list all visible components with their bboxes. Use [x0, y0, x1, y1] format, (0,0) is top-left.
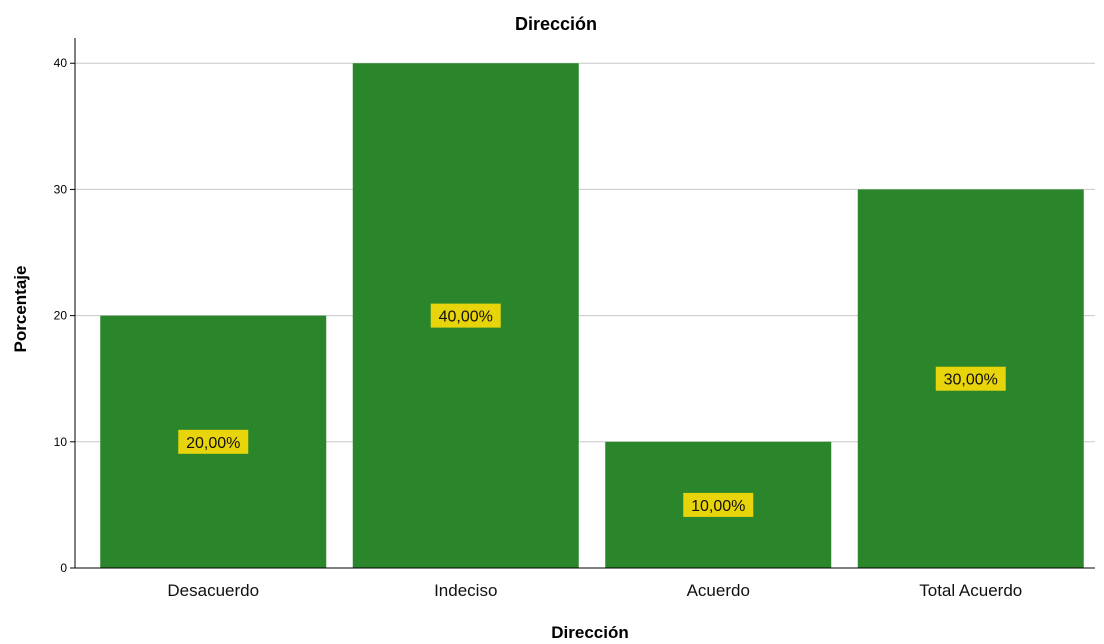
data-label-text: 30,00%: [944, 372, 998, 389]
y-tick-label: 20: [54, 309, 68, 323]
axes: [74, 38, 1095, 569]
data-label-text: 40,00%: [439, 309, 493, 326]
x-axis-title: Dirección: [551, 623, 628, 642]
data-labels: 20,00% 40,00% 10,00% 30,00%: [178, 303, 1006, 517]
y-axis-title: Porcentaje: [11, 266, 30, 353]
x-tick-label: Total Acuerdo: [919, 581, 1022, 600]
y-ticks: 0 10 20 30 40: [54, 56, 75, 575]
data-label-text: 10,00%: [691, 498, 745, 515]
y-tick-label: 30: [54, 182, 68, 196]
x-tick-label: Indeciso: [434, 581, 497, 600]
data-label-background: [683, 492, 754, 517]
data-label-background: [935, 366, 1006, 391]
y-tick-label: 40: [54, 56, 68, 70]
chart-title: Dirección: [515, 14, 597, 34]
data-label: 10,00%: [683, 492, 754, 517]
data-label: 40,00%: [430, 303, 501, 328]
data-label: 20,00%: [178, 429, 249, 454]
x-ticks: Desacuerdo Indeciso Acuerdo Total Acuerdo: [167, 581, 1022, 600]
y-tick-label: 0: [60, 561, 67, 575]
x-tick-label: Desacuerdo: [167, 581, 259, 600]
data-label-background: [430, 303, 501, 328]
data-label-background: [178, 429, 249, 454]
y-tick-label: 10: [54, 435, 68, 449]
x-tick-label: Acuerdo: [687, 581, 750, 600]
data-label-text: 20,00%: [186, 435, 240, 452]
data-label: 30,00%: [935, 366, 1006, 391]
